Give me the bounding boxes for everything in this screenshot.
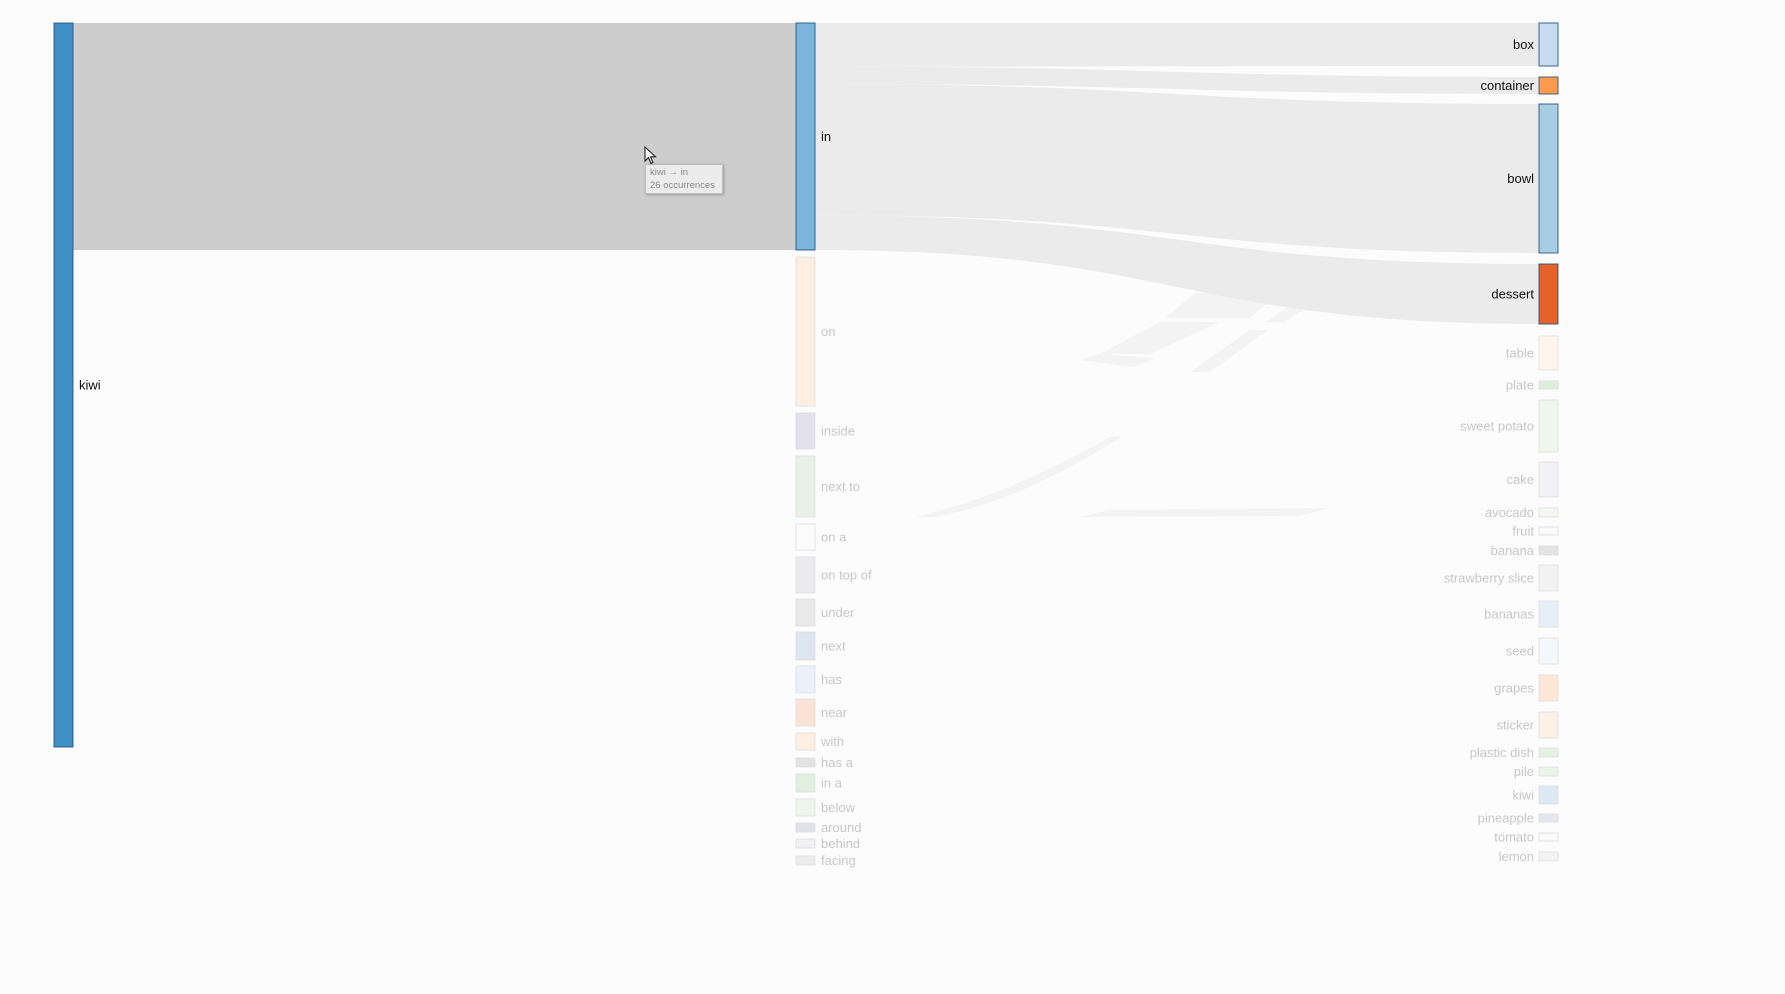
- node-container[interactable]: [1538, 76, 1559, 95]
- label-avocado: avocado: [1485, 505, 1534, 520]
- faded-link: [1190, 330, 1268, 372]
- node-under[interactable]: [795, 598, 816, 627]
- label-next: next: [821, 639, 846, 654]
- label-has: has: [821, 672, 842, 687]
- label-with: with: [820, 734, 844, 749]
- label-in-a: in a: [821, 776, 843, 791]
- label-seed: seed: [1506, 644, 1534, 659]
- node-kiwi-target[interactable]: [1538, 785, 1559, 805]
- label-lemon: lemon: [1499, 849, 1534, 864]
- label-has-a: has a: [821, 755, 854, 770]
- node-dessert[interactable]: [1538, 263, 1559, 325]
- label-plastic-dish: plastic dish: [1470, 745, 1534, 760]
- link-in-bowl[interactable]: [815, 84, 1539, 253]
- node-around[interactable]: [795, 822, 816, 833]
- node-lemon[interactable]: [1538, 851, 1559, 862]
- label-cake: cake: [1507, 472, 1534, 487]
- faded-link: [1100, 322, 1220, 354]
- label-grapes: grapes: [1494, 681, 1534, 696]
- node-seed[interactable]: [1538, 637, 1559, 665]
- link-kiwi-in[interactable]: [73, 23, 796, 250]
- node-kiwi[interactable]: [53, 22, 74, 748]
- mouse-pointer-icon: [644, 146, 657, 165]
- faded-links-layer: [915, 293, 1330, 517]
- faded-link: [1080, 508, 1330, 517]
- node-sticker[interactable]: [1538, 711, 1559, 739]
- label-in: in: [821, 129, 831, 144]
- link-in-box[interactable]: [815, 23, 1539, 67]
- link-in-dessert[interactable]: [815, 215, 1539, 324]
- node-pineapple[interactable]: [1538, 813, 1559, 823]
- node-bananas[interactable]: [1538, 600, 1559, 628]
- node-in-a[interactable]: [795, 773, 816, 793]
- nodes-layer: kiwi in on inside next to on a on top of under n…: [53, 22, 1559, 868]
- node-grapes[interactable]: [1538, 674, 1559, 702]
- label-on-a: on a: [821, 530, 847, 545]
- node-facing[interactable]: [795, 855, 816, 866]
- label-sweet-potato: sweet potato: [1460, 419, 1534, 434]
- label-table: table: [1506, 346, 1534, 361]
- label-banana: banana: [1491, 543, 1535, 558]
- label-on: on: [821, 324, 835, 339]
- faded-link: [1080, 354, 1155, 367]
- node-plastic-dish[interactable]: [1538, 747, 1559, 758]
- node-below[interactable]: [795, 798, 816, 817]
- label-strawberry-slice: strawberry slice: [1444, 571, 1534, 586]
- label-facing: facing: [821, 853, 856, 868]
- label-bowl: bowl: [1507, 171, 1534, 186]
- faded-link: [915, 437, 1122, 517]
- node-has[interactable]: [795, 665, 816, 694]
- label-pineapple: pineapple: [1478, 811, 1534, 826]
- label-pile: pile: [1514, 764, 1534, 779]
- label-dessert: dessert: [1491, 287, 1534, 302]
- node-on[interactable]: [795, 256, 816, 407]
- label-near: near: [821, 705, 848, 720]
- label-container: container: [1481, 78, 1535, 93]
- label-kiwi: kiwi: [79, 378, 101, 393]
- label-on-top-of: on top of: [821, 568, 872, 583]
- node-next[interactable]: [795, 631, 816, 661]
- label-sticker: sticker: [1496, 718, 1534, 733]
- label-kiwi-target: kiwi: [1512, 788, 1534, 803]
- label-fruit: fruit: [1512, 524, 1534, 539]
- node-cake[interactable]: [1538, 461, 1559, 498]
- node-on-top-of[interactable]: [795, 556, 816, 594]
- active-links-layer: [73, 23, 1539, 324]
- node-sweet-potato[interactable]: [1538, 399, 1559, 453]
- label-bananas: bananas: [1484, 607, 1534, 622]
- node-strawberry-slice[interactable]: [1538, 564, 1559, 592]
- node-tomato[interactable]: [1538, 832, 1559, 842]
- label-behind: behind: [821, 836, 860, 851]
- node-in[interactable]: [795, 22, 816, 251]
- node-box[interactable]: [1538, 22, 1559, 67]
- link-tooltip: kiwi → in 26 occurrences: [645, 164, 723, 194]
- node-on-a[interactable]: [795, 523, 816, 551]
- node-inside[interactable]: [795, 412, 816, 450]
- node-with[interactable]: [795, 732, 816, 751]
- node-plate[interactable]: [1538, 380, 1559, 390]
- node-next-to[interactable]: [795, 455, 816, 518]
- node-pile[interactable]: [1538, 766, 1559, 777]
- node-banana[interactable]: [1538, 545, 1559, 556]
- label-inside: inside: [821, 424, 855, 439]
- node-fruit[interactable]: [1538, 526, 1559, 536]
- label-plate: plate: [1506, 378, 1534, 393]
- node-table[interactable]: [1538, 335, 1559, 371]
- node-has-a[interactable]: [795, 757, 816, 768]
- node-avocado[interactable]: [1538, 507, 1559, 518]
- link-in-container[interactable]: [815, 66, 1539, 94]
- node-bowl[interactable]: [1538, 103, 1559, 254]
- tooltip-occurrences: 26 occurrences: [650, 180, 715, 191]
- label-box: box: [1513, 37, 1534, 52]
- label-tomato: tomato: [1494, 830, 1534, 845]
- label-below: below: [821, 800, 856, 815]
- label-under: under: [821, 605, 855, 620]
- label-next-to: next to: [821, 479, 860, 494]
- node-near[interactable]: [795, 698, 816, 727]
- node-behind[interactable]: [795, 838, 816, 849]
- tooltip-link-label: kiwi → in: [650, 167, 689, 178]
- label-around: around: [821, 820, 861, 835]
